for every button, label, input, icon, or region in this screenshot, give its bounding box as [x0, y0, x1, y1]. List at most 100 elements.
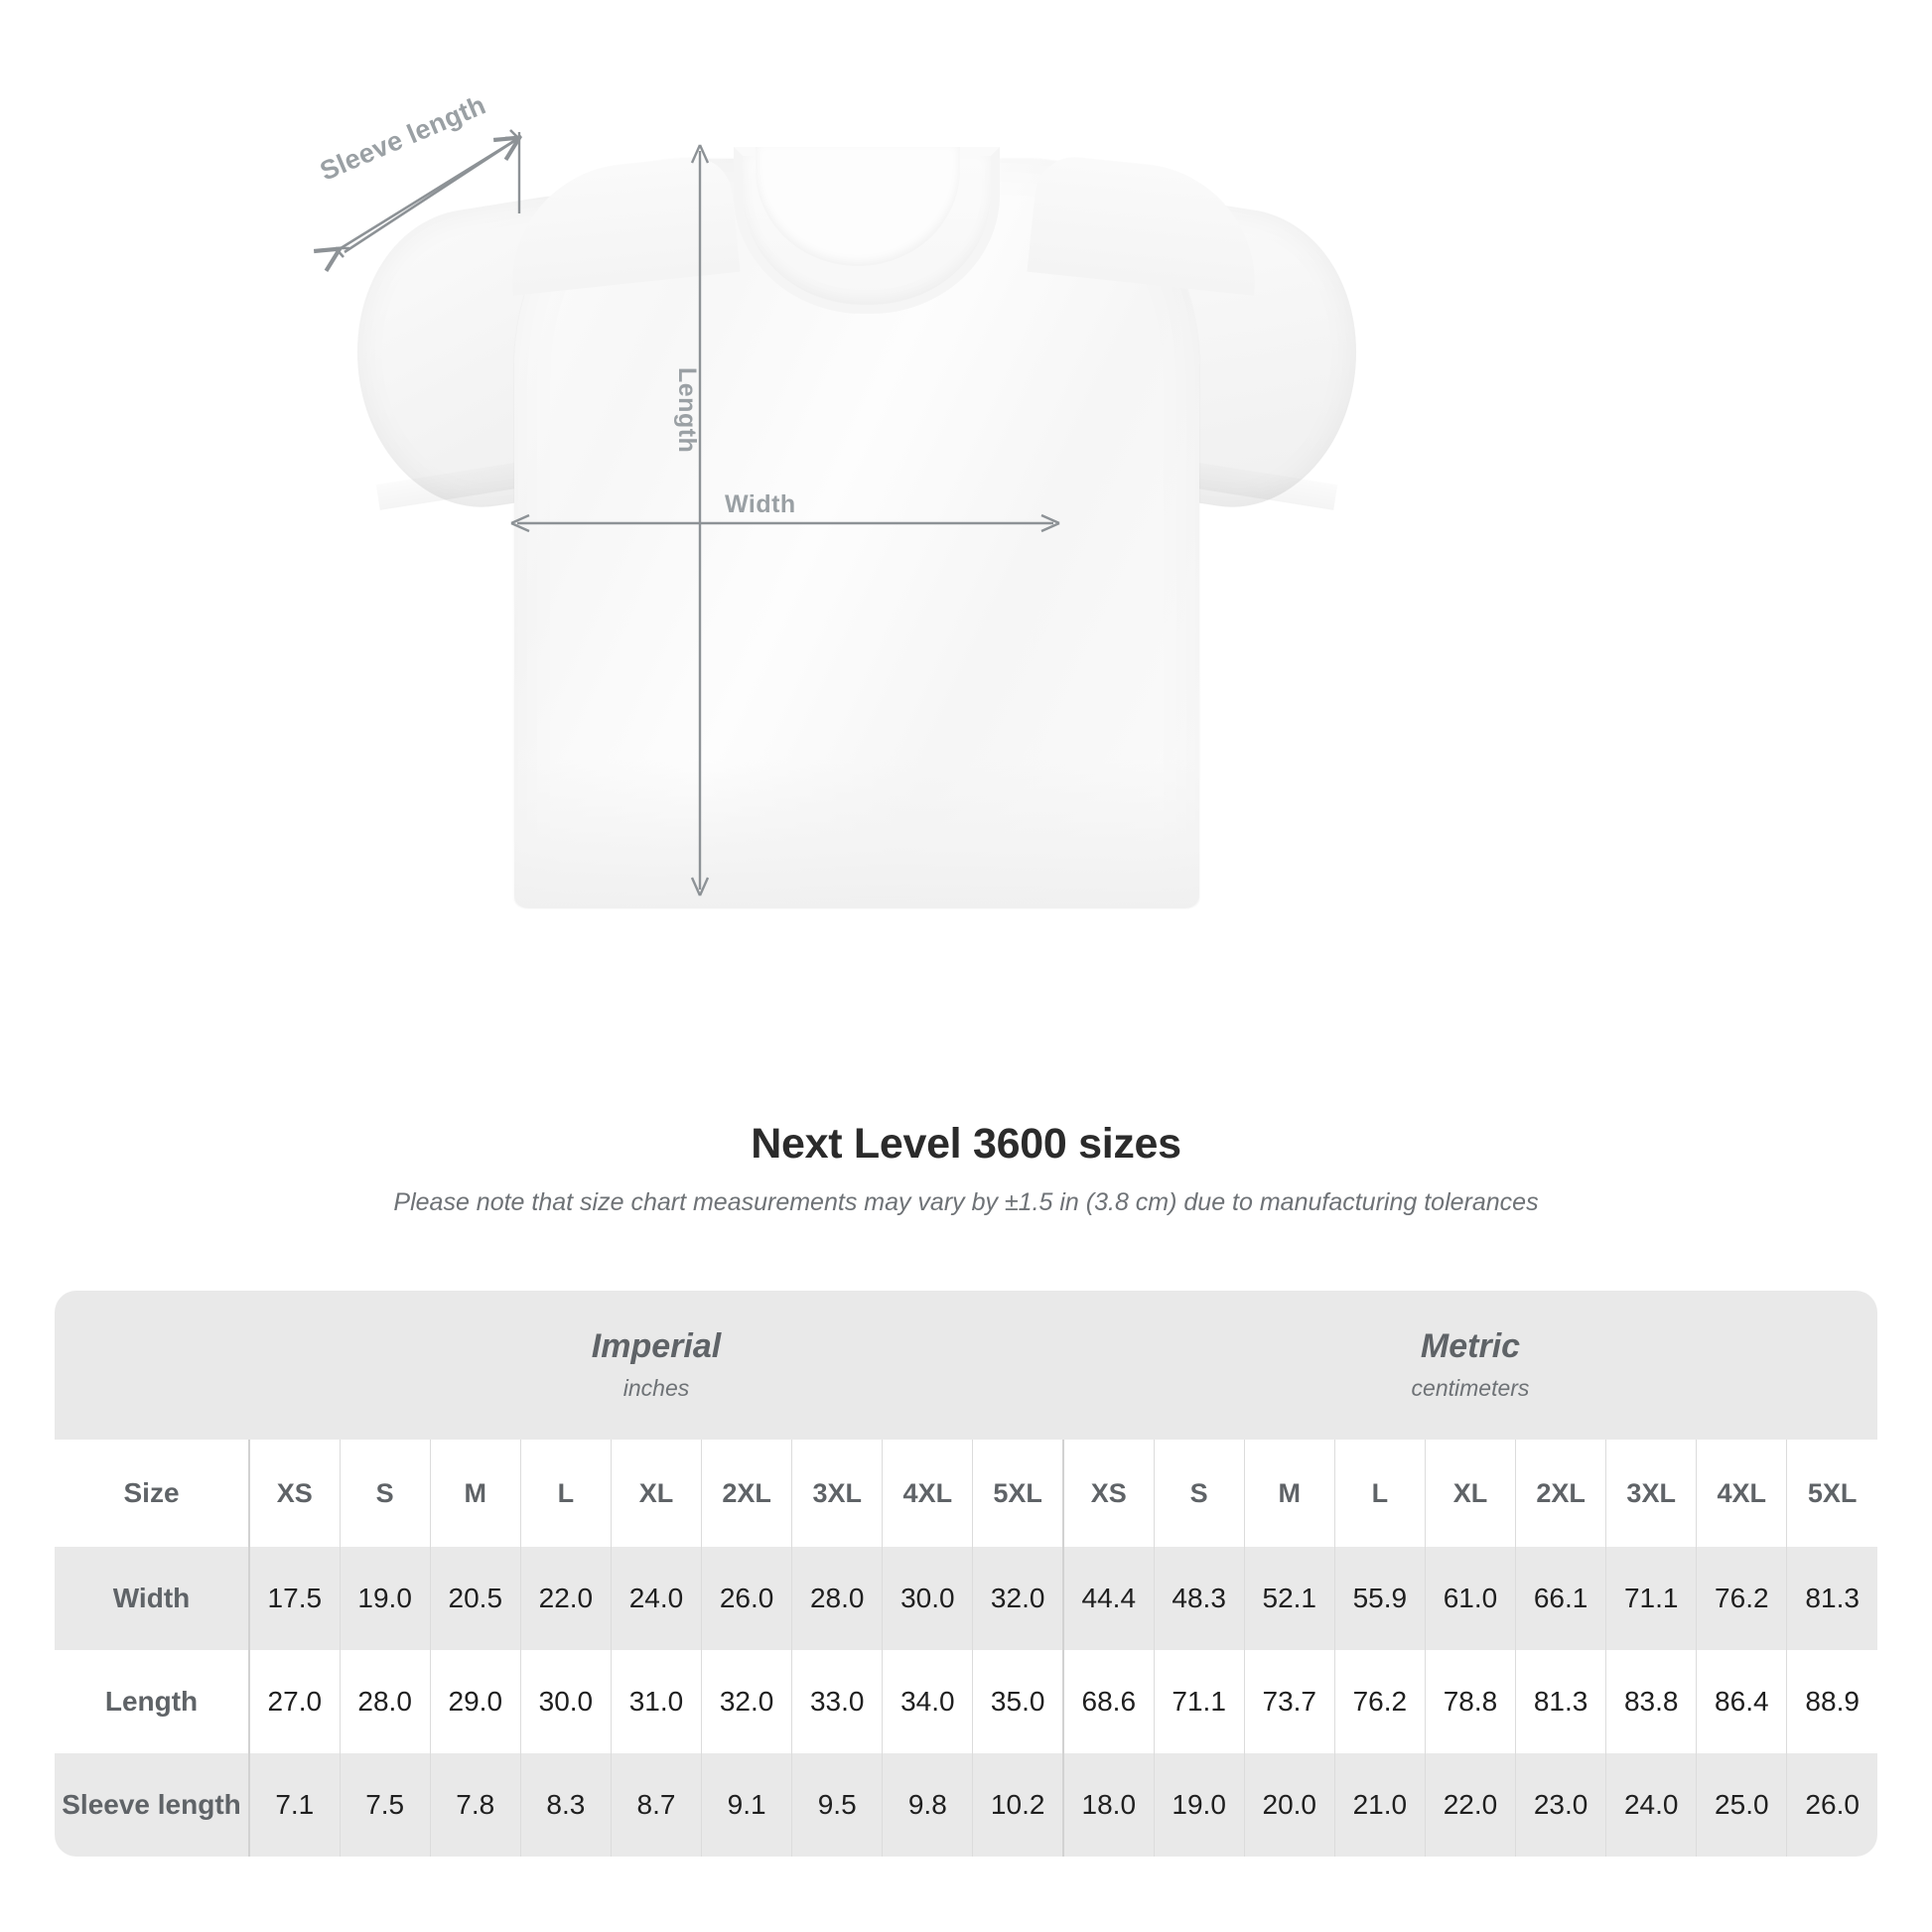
size-header-cell: 3XL: [791, 1440, 883, 1547]
table-cell: 32.0: [972, 1547, 1063, 1650]
size-header-cell: 5XL: [1786, 1440, 1877, 1547]
size-header-cell: M: [1243, 1440, 1335, 1547]
size-header-cell: 2XL: [701, 1440, 792, 1547]
table-cell: 29.0: [429, 1650, 521, 1753]
unit-band-row: Imperial inches Metric centimeters: [55, 1291, 1877, 1440]
size-table: Imperial inches Metric centimeters Size …: [55, 1291, 1877, 1857]
table-cell: 23.0: [1515, 1753, 1606, 1857]
size-header-cell: S: [339, 1440, 431, 1547]
table-cell: 22.0: [1424, 1753, 1516, 1857]
size-header-cell: 5XL: [972, 1440, 1063, 1547]
table-cell: 44.4: [1061, 1547, 1155, 1650]
size-header-cell: XS: [247, 1440, 341, 1547]
size-header-cell: L: [1333, 1440, 1426, 1547]
table-cell: 8.7: [610, 1753, 702, 1857]
table-cell: 34.0: [882, 1650, 973, 1753]
table-cell: 20.0: [1243, 1753, 1335, 1857]
table-cell: 7.5: [339, 1753, 431, 1857]
table-cell: 8.3: [519, 1753, 612, 1857]
table-cell: 48.3: [1153, 1547, 1245, 1650]
size-header-cell: 3XL: [1605, 1440, 1697, 1547]
table-cell: 7.1: [247, 1753, 341, 1857]
table-cell: 19.0: [339, 1547, 431, 1650]
size-header-cell: XL: [610, 1440, 702, 1547]
table-cell: 17.5: [247, 1547, 341, 1650]
table-cell: 66.1: [1515, 1547, 1606, 1650]
table-cell: 35.0: [972, 1650, 1063, 1753]
tolerance-note: Please note that size chart measurements…: [393, 1188, 1539, 1216]
row-label: Length: [55, 1650, 249, 1753]
unit-band-spacer: [55, 1291, 249, 1440]
table-cell: 71.1: [1605, 1547, 1697, 1650]
unit-metric-sub: centimeters: [1411, 1375, 1530, 1402]
table-cell: 22.0: [519, 1547, 612, 1650]
row-label: Width: [55, 1547, 249, 1650]
table-row: Width 17.5 19.0 20.5 22.0 24.0 26.0 28.0 30.0 32…: [55, 1547, 1877, 1650]
table-cell: 33.0: [791, 1650, 883, 1753]
table-cell: 78.8: [1424, 1650, 1516, 1753]
table-cell: 19.0: [1153, 1753, 1245, 1857]
table-cell: 9.1: [701, 1753, 792, 1857]
tshirt-diagram: Sleeve length Length Width: [0, 89, 1380, 913]
size-header-cell: XS: [1061, 1440, 1155, 1547]
table-cell: 55.9: [1333, 1547, 1426, 1650]
table-cell: 26.0: [1786, 1753, 1877, 1857]
table-cell: 73.7: [1243, 1650, 1335, 1753]
table-cell: 18.0: [1061, 1753, 1155, 1857]
width-label: Width: [725, 490, 796, 518]
table-row: Sleeve length 7.1 7.5 7.8 8.3 8.7 9.1 9.5 9.8 10…: [55, 1753, 1877, 1857]
table-cell: 9.5: [791, 1753, 883, 1857]
table-cell: 9.8: [882, 1753, 973, 1857]
size-header-cell: 2XL: [1515, 1440, 1606, 1547]
table-cell: 28.0: [339, 1650, 431, 1753]
page-title: Next Level 3600 sizes: [751, 1120, 1181, 1168]
table-cell: 25.0: [1696, 1753, 1787, 1857]
table-cell: 76.2: [1696, 1547, 1787, 1650]
size-header-cell: 4XL: [882, 1440, 973, 1547]
unit-metric: Metric centimeters: [1063, 1291, 1877, 1440]
table-row: Length 27.0 28.0 29.0 30.0 31.0 32.0 33.0 34.0 3…: [55, 1650, 1877, 1753]
size-table-container: Imperial inches Metric centimeters Size …: [55, 1291, 1877, 1857]
table-cell: 88.9: [1786, 1650, 1877, 1753]
table-cell: 81.3: [1786, 1547, 1877, 1650]
table-cell: 27.0: [247, 1650, 341, 1753]
size-header-cell: 4XL: [1696, 1440, 1787, 1547]
length-label: Length: [673, 367, 701, 454]
table-cell: 32.0: [701, 1650, 792, 1753]
size-header-cell: XL: [1424, 1440, 1516, 1547]
table-cell: 71.1: [1153, 1650, 1245, 1753]
table-cell: 52.1: [1243, 1547, 1335, 1650]
size-header-label: Size: [55, 1440, 249, 1547]
table-cell: 10.2: [972, 1753, 1063, 1857]
table-cell: 30.0: [882, 1547, 973, 1650]
table-cell: 24.0: [610, 1547, 702, 1650]
table-cell: 24.0: [1605, 1753, 1697, 1857]
size-header-row: Size XS S M L XL 2XL 3XL 4XL 5XL XS S M L XL 2XL 3XL 4XL…: [55, 1440, 1877, 1547]
table-cell: 7.8: [429, 1753, 521, 1857]
table-cell: 26.0: [701, 1547, 792, 1650]
chart-caption: Next Level 3600 sizes Please note that s…: [0, 1120, 1932, 1217]
tshirt-image: [336, 139, 1380, 913]
table-cell: 30.0: [519, 1650, 612, 1753]
table-cell: 68.6: [1061, 1650, 1155, 1753]
size-header-cell: S: [1153, 1440, 1245, 1547]
tshirt-right-shoulder: [1027, 153, 1267, 296]
table-cell: 21.0: [1333, 1753, 1426, 1857]
table-cell: 83.8: [1605, 1650, 1697, 1753]
table-cell: 76.2: [1333, 1650, 1426, 1753]
unit-imperial: Imperial inches: [249, 1291, 1063, 1440]
unit-imperial-name: Imperial: [591, 1326, 722, 1365]
table-cell: 86.4: [1696, 1650, 1787, 1753]
table-cell: 81.3: [1515, 1650, 1606, 1753]
size-header-cell: M: [429, 1440, 521, 1547]
table-cell: 31.0: [610, 1650, 702, 1753]
unit-metric-name: Metric: [1420, 1326, 1521, 1365]
unit-imperial-sub: inches: [622, 1375, 690, 1402]
table-cell: 28.0: [791, 1547, 883, 1650]
size-header-cell: L: [519, 1440, 612, 1547]
tshirt-left-shoulder: [500, 153, 741, 296]
table-cell: 20.5: [429, 1547, 521, 1650]
row-label: Sleeve length: [55, 1753, 249, 1857]
table-cell: 61.0: [1424, 1547, 1516, 1650]
